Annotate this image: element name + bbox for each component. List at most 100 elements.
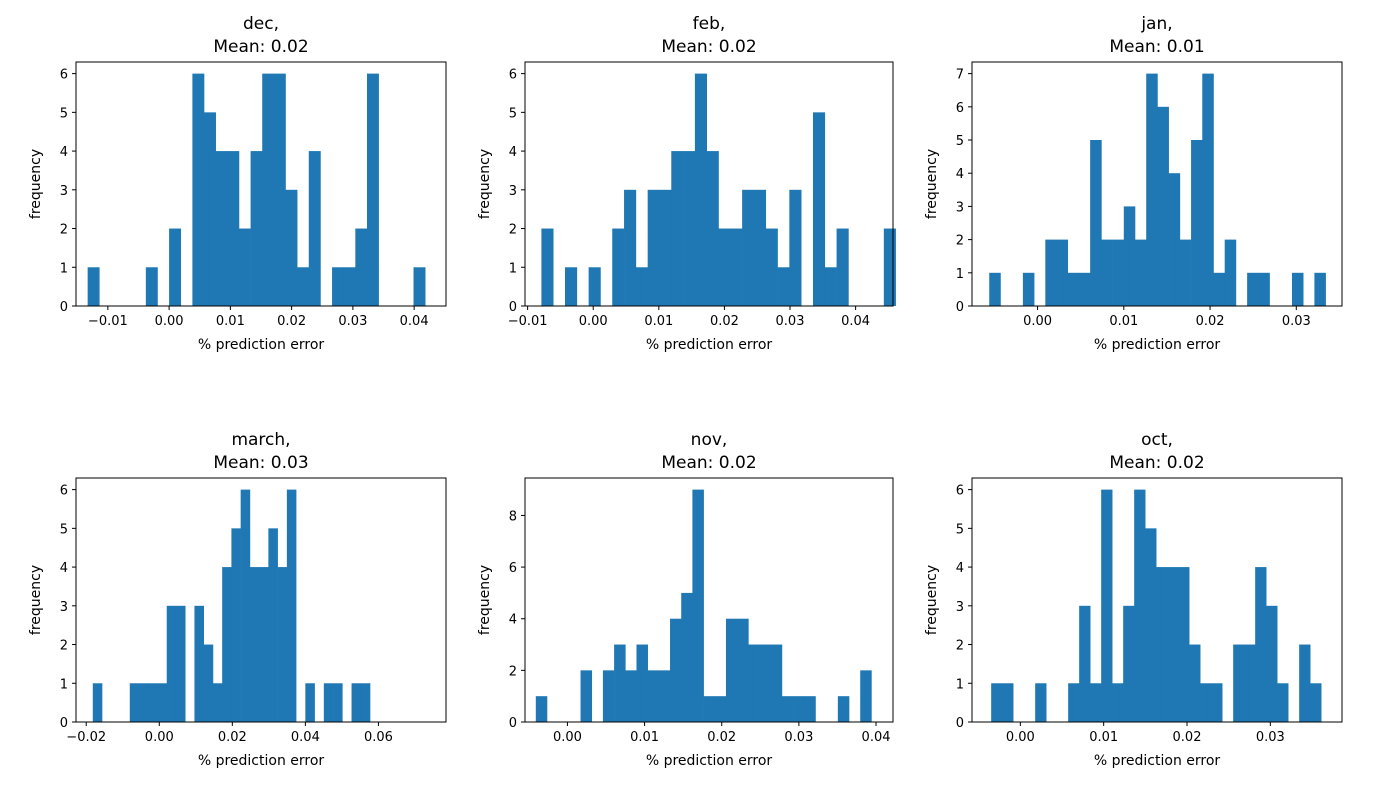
y-tick-label: 5 — [509, 106, 517, 121]
y-tick-label: 1 — [956, 267, 964, 282]
histogram-bar — [777, 267, 790, 306]
histogram-bar — [1067, 272, 1080, 306]
histogram-bar — [742, 189, 755, 306]
histogram-bar — [87, 267, 100, 306]
histogram-bar — [624, 189, 637, 306]
histogram-bar — [249, 567, 260, 722]
x-tick-label: 0.02 — [710, 314, 739, 329]
x-tick-label: 0.01 — [216, 314, 245, 329]
histogram-bar — [1233, 644, 1245, 722]
histogram-bar — [1314, 272, 1326, 306]
y-tick-label: 5 — [956, 134, 964, 149]
y-tick-label: 3 — [509, 184, 517, 199]
subplot-title: nov, — [691, 430, 728, 450]
histogram-bar — [323, 683, 334, 722]
histogram-bar — [670, 618, 682, 722]
histogram-bar — [614, 644, 626, 722]
histogram-bar — [753, 189, 767, 306]
histogram-bar — [781, 696, 794, 722]
histogram-bar — [1224, 239, 1237, 306]
histogram-bar — [222, 567, 232, 722]
histogram-bar — [1258, 272, 1270, 306]
subplot-subtitle: Mean: 0.03 — [213, 453, 308, 473]
histogram-bar — [703, 696, 716, 722]
x-tick-label: −0.01 — [508, 314, 548, 329]
histogram-bar — [169, 228, 182, 306]
histogram-bar — [194, 605, 204, 722]
histogram-bar — [215, 151, 228, 306]
histogram-bar — [580, 670, 593, 722]
subplot-title: feb, — [693, 14, 726, 34]
y-tick-label: 6 — [956, 101, 964, 116]
histogram-bar — [1146, 73, 1158, 307]
x-tick-label: 0.03 — [1256, 730, 1285, 745]
histogram-bar — [238, 228, 251, 306]
axes-frame — [75, 61, 447, 307]
y-tick-label: 3 — [60, 600, 68, 615]
histogram-bar — [671, 151, 684, 306]
histogram-bar — [989, 272, 1001, 306]
x-tick-label: 0.00 — [553, 730, 582, 745]
histogram-bar — [366, 73, 379, 307]
y-tick-label: 6 — [956, 484, 964, 499]
axes-frame — [971, 477, 1343, 723]
histogram-bar — [157, 683, 168, 722]
x-tick-label: 0.00 — [145, 730, 174, 745]
histogram-bar — [737, 618, 749, 722]
x-tick-label: 0.02 — [1196, 314, 1225, 329]
x-tick-label: 0.03 — [776, 314, 805, 329]
histogram-bar — [860, 670, 872, 722]
histogram-bar — [1189, 644, 1201, 722]
histogram-bar — [725, 618, 738, 722]
x-tick-label: 0.04 — [291, 730, 320, 745]
y-tick-label: 6 — [60, 484, 68, 499]
y-tick-label: 2 — [60, 223, 68, 238]
subplot-4: 0.00 0.01 0.02 0.03 0.04 0 2 4 6 8 nov, Mean: 0.02%… — [477, 430, 894, 769]
x-axis-label: % prediction error — [1094, 753, 1221, 769]
histogram-bar — [1211, 683, 1223, 722]
histogram-bar — [770, 644, 783, 722]
histogram-bar — [636, 644, 648, 722]
histogram-bar — [259, 567, 269, 722]
histogram-bar — [1135, 239, 1147, 306]
histogram-bar — [647, 670, 660, 722]
histogram-bar — [1145, 528, 1157, 722]
histogram-bar — [332, 267, 344, 306]
histogram-bar — [1101, 489, 1113, 722]
subplot-3: −0.02 0.00 0.02 0.04 0.06 0 1 2 3 4 5 6 march, Mean: … — [28, 430, 447, 769]
histogram-bar — [1123, 605, 1135, 722]
y-tick-label: 2 — [956, 234, 964, 249]
y-tick-label: 2 — [60, 639, 68, 654]
histogram-bar — [333, 683, 343, 722]
y-tick-label: 4 — [60, 145, 68, 160]
histogram-bar — [804, 696, 816, 722]
histogram-bar — [837, 696, 850, 722]
histogram-bar — [789, 189, 802, 306]
histogram-bar — [602, 670, 615, 722]
histogram-bar — [1266, 605, 1278, 722]
histogram-bar — [1202, 73, 1214, 307]
x-tick-label: 0.02 — [707, 730, 736, 745]
histogram-bar — [1191, 140, 1203, 306]
y-tick-label: 3 — [956, 200, 964, 215]
x-tick-label: 0.04 — [862, 730, 891, 745]
y-tick-label: 6 — [509, 561, 517, 576]
axes-frame — [524, 61, 894, 307]
histogram-bar — [694, 73, 708, 307]
histogram-bar — [1101, 239, 1113, 306]
x-axis-label: % prediction error — [198, 753, 325, 769]
x-axis-label: % prediction error — [198, 337, 325, 353]
histogram-bar — [166, 605, 177, 722]
y-tick-label: 0 — [60, 300, 68, 315]
histogram-bar — [541, 228, 554, 306]
subplot-title: dec, — [243, 14, 279, 34]
histogram-bar — [277, 567, 288, 722]
histogram-bar — [343, 267, 356, 306]
y-tick-label: 4 — [956, 167, 964, 182]
subplot-subtitle: Mean: 0.02 — [661, 453, 756, 473]
x-tick-label: 0.04 — [400, 314, 429, 329]
y-tick-label: 0 — [509, 716, 517, 731]
histogram-bar — [1179, 239, 1192, 306]
histogram-bar — [1112, 683, 1124, 722]
subplot-title: oct, — [1141, 430, 1173, 450]
